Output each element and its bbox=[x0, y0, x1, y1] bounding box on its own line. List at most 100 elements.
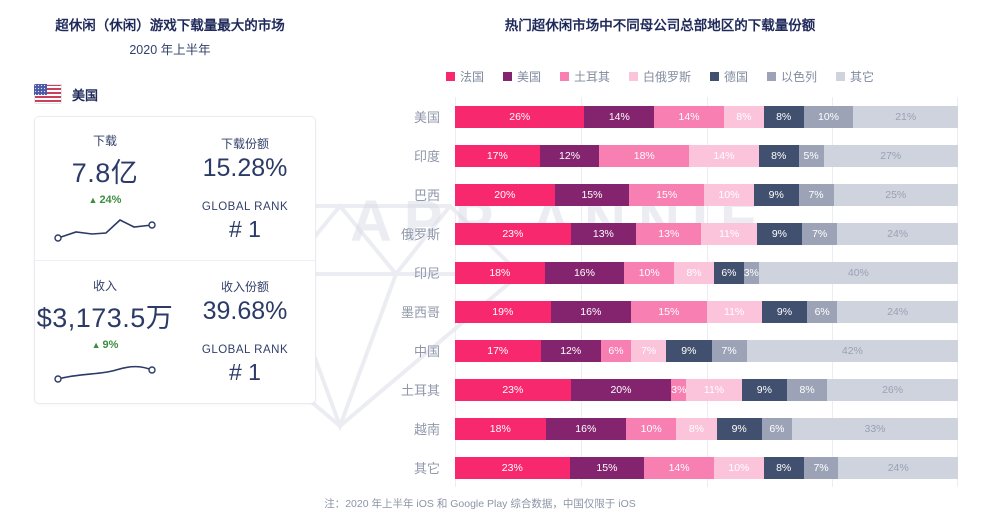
bar-segment-美国: 16% bbox=[545, 417, 627, 440]
bar-segment-以色列: 7% bbox=[798, 183, 834, 206]
bar-segment-德国: 9% bbox=[756, 222, 803, 245]
bar-segment-法国: 17% bbox=[455, 339, 541, 362]
bar-segment-土耳其: 15% bbox=[629, 183, 705, 206]
legend-item-6: 其它 bbox=[836, 68, 874, 85]
download-sparkline bbox=[54, 218, 156, 242]
row-label: 墨西哥 bbox=[400, 305, 440, 320]
bar-segment-土耳其: 18% bbox=[599, 144, 690, 167]
bar-segment-以色列: 7% bbox=[802, 222, 838, 245]
legend-label: 以色列 bbox=[781, 70, 818, 84]
bar-segment-德国: 9% bbox=[753, 183, 799, 206]
row-label: 越南 bbox=[413, 422, 440, 437]
legend-item-0: 法国 bbox=[445, 68, 484, 85]
revenue-value: $3,173.5万 bbox=[36, 303, 174, 333]
revenue-share-value: 39.68% bbox=[202, 297, 288, 325]
row-track: 19% 16% 15% 11% 9% 6% 24% bbox=[455, 300, 958, 323]
legend-item-3: 白俄罗斯 bbox=[628, 68, 691, 85]
legend-label: 土耳其 bbox=[573, 70, 610, 84]
bar-segment-白俄罗斯: 8% bbox=[674, 261, 714, 284]
legend-item-2: 土耳其 bbox=[559, 68, 610, 85]
bar-segment-法国: 26% bbox=[455, 105, 585, 128]
row-label: 美国 bbox=[413, 110, 440, 125]
country-name: 美国 bbox=[72, 87, 99, 103]
row-track: 17% 12% 6% 7% 9% 7% 42% bbox=[455, 339, 958, 362]
bar-segment-其它: 40% bbox=[758, 261, 958, 284]
download-section: 下载 7.8亿 24% 下载份额 15.28% GLOBAL RANK # 1 bbox=[35, 117, 315, 260]
revenue-rank-label: GLOBAL RANK bbox=[201, 344, 289, 356]
bar-segment-法国: 17% bbox=[455, 144, 540, 167]
footer-note: 注：2020 年上半年 iOS 和 Google Play 综合数据，中国仅限于… bbox=[324, 498, 636, 510]
right-panel: 热门超休闲市场中不同母公司总部地区的下载量份额 法国 美国 土耳其 白俄罗斯 德国 以色列… bbox=[390, 14, 965, 487]
bar-segment-美国: 16% bbox=[550, 300, 632, 323]
bar-segment-白俄罗斯: 8% bbox=[676, 417, 717, 440]
bar-segment-美国: 12% bbox=[539, 144, 600, 167]
bar-segment-法国: 18% bbox=[455, 417, 546, 440]
gridline-100 bbox=[957, 97, 958, 487]
bar-segment-法国: 23% bbox=[455, 222, 571, 245]
bar-segment-以色列: 6% bbox=[761, 417, 793, 440]
bar-segment-德国: 9% bbox=[741, 378, 787, 401]
legend-item-5: 以色列 bbox=[767, 68, 817, 85]
bar-segment-法国: 23% bbox=[455, 456, 570, 479]
revenue-share-label: 收入份额 bbox=[220, 280, 269, 294]
bar-segment-土耳其: 10% bbox=[626, 417, 677, 440]
us-flag-icon bbox=[34, 84, 62, 104]
bar-segment-德国: 9% bbox=[761, 300, 808, 323]
bar-segment-法国: 20% bbox=[455, 183, 555, 206]
bar-segment-土耳其: 6% bbox=[600, 339, 632, 362]
bar-segment-白俄罗斯: 10% bbox=[704, 183, 754, 206]
legend-label: 其它 bbox=[850, 70, 875, 84]
bar-segment-土耳其: 10% bbox=[624, 261, 675, 284]
download-share-label: 下载份额 bbox=[220, 136, 269, 151]
legend-swatch bbox=[559, 72, 569, 81]
bar-segment-其它: 26% bbox=[827, 378, 958, 401]
row-track: 20% 15% 15% 10% 9% 7% 25% bbox=[455, 183, 958, 206]
chart-row-9: 其它 23% 15% 14% 10% 8% 7% 24% bbox=[390, 448, 958, 487]
revenue-rank-value: # 1 bbox=[229, 359, 261, 385]
chart-row-0: 美国 26% 14% 14% 8% 8% 10% 21% bbox=[390, 97, 958, 136]
legend-swatch bbox=[502, 72, 512, 81]
bar-segment-法国: 19% bbox=[455, 300, 551, 323]
bar-segment-其它: 33% bbox=[792, 417, 958, 440]
bar-segment-德国: 8% bbox=[763, 456, 804, 479]
bar-segment-以色列: 3% bbox=[743, 261, 759, 284]
chart-row-1: 印度 17% 12% 18% 14% 8% 5% 27% bbox=[390, 136, 958, 175]
legend-swatch bbox=[628, 72, 638, 81]
download-rank-value: # 1 bbox=[229, 215, 261, 242]
row-label: 中国 bbox=[413, 344, 440, 359]
revenue-section: 收入 $3,173.5万 9% 收入份额 39.68% GLOBAL RANK … bbox=[35, 260, 315, 403]
bar-segment-土耳其: 14% bbox=[654, 105, 724, 128]
bar-segment-德国: 6% bbox=[713, 261, 744, 284]
row-track: 23% 15% 14% 10% 8% 7% 24% bbox=[455, 456, 958, 479]
row-label: 俄罗斯 bbox=[400, 227, 440, 242]
bar-segment-白俄罗斯: 11% bbox=[686, 378, 742, 401]
up-arrow-icon bbox=[92, 339, 103, 351]
chart-legend: 法国 美国 土耳其 白俄罗斯 德国 以色列 其它 bbox=[390, 68, 930, 85]
bar-segment-土耳其: 3% bbox=[671, 378, 687, 401]
bar-segment-白俄罗斯: 14% bbox=[689, 144, 759, 167]
row-label: 印尼 bbox=[413, 266, 440, 281]
row-track: 23% 20% 3% 11% 9% 8% 26% bbox=[455, 378, 958, 401]
chart-row-3: 俄罗斯 23% 13% 13% 11% 9% 7% 24% bbox=[390, 214, 958, 253]
bar-segment-白俄罗斯: 8% bbox=[723, 105, 764, 128]
bar-segment-法国: 18% bbox=[455, 261, 545, 284]
legend-item-1: 美国 bbox=[502, 68, 541, 85]
row-track: 23% 13% 13% 11% 9% 7% 24% bbox=[455, 222, 958, 245]
bar-segment-以色列: 7% bbox=[803, 456, 839, 479]
bar-segment-其它: 25% bbox=[833, 183, 958, 206]
bar-segment-以色列: 7% bbox=[711, 339, 747, 362]
left-panel: 超休闲（休闲）游戏下载量最大的市场 2020 年上半年 美国 下载 7.8亿 2… bbox=[20, 14, 320, 404]
bar-segment-白俄罗斯: 11% bbox=[706, 300, 762, 323]
legend-swatch bbox=[767, 72, 777, 81]
bar-segment-白俄罗斯: 7% bbox=[631, 339, 667, 362]
left-subtitle: 2020 年上半年 bbox=[129, 43, 211, 57]
bar-segment-其它: 24% bbox=[838, 456, 958, 479]
bar-segment-以色列: 10% bbox=[803, 105, 854, 128]
bar-segment-德国: 8% bbox=[758, 144, 799, 167]
chart-row-8: 越南 18% 16% 10% 8% 9% 6% 33% bbox=[390, 409, 958, 448]
bar-segment-其它: 27% bbox=[823, 144, 958, 167]
bar-segment-美国: 15% bbox=[554, 183, 630, 206]
revenue-label: 收入 bbox=[92, 279, 117, 293]
chart-row-5: 墨西哥 19% 16% 15% 11% 9% 6% 24% bbox=[390, 292, 958, 331]
download-growth: 24% bbox=[89, 194, 122, 206]
